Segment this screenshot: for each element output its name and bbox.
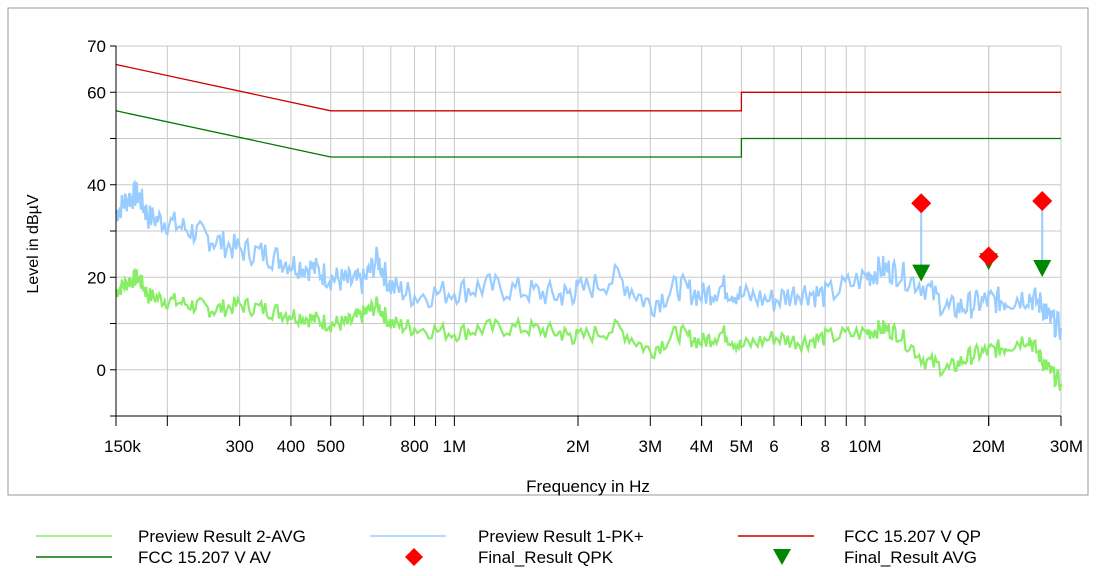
legend-swatch-diamond — [405, 548, 423, 566]
axes — [110, 45, 1062, 426]
final-qpk-marker — [911, 193, 932, 214]
legend: Preview Result 2-AVG Preview Result 1-PK+… — [36, 527, 981, 567]
legend-label: Final_Result AVG — [844, 548, 977, 567]
x-tick-label: 5M — [730, 437, 754, 456]
grid — [115, 45, 1062, 417]
series-fcc-15-207-v-av — [115, 110, 1061, 158]
x-tick-label: 300 — [225, 437, 253, 456]
x-tick-label: 4M — [690, 437, 714, 456]
x-axis-label: Frequency in Hz — [526, 477, 650, 496]
legend-label: Final_Result QPK — [478, 548, 614, 567]
x-tick-label: 10M — [849, 437, 882, 456]
x-tick-label: 6 — [769, 437, 778, 456]
x-tick-label: 30M — [1050, 437, 1083, 456]
x-tick-label: 2M — [566, 437, 590, 456]
legend-label: Preview Result 1-PK+ — [478, 527, 644, 546]
final-avg-marker — [912, 264, 931, 282]
legend-label: FCC 15.207 V AV — [138, 548, 272, 567]
y-tick-label: 60 — [87, 83, 106, 102]
tick-labels: 0 20 40 60 70 150k 300 400 500 800 1M 2M 3M 4M 5M 6 8 10M… — [87, 37, 1083, 456]
x-tick-label: 8 — [821, 437, 830, 456]
final-qpk-marker — [978, 246, 999, 267]
y-tick-label: 40 — [87, 176, 106, 195]
markers-layer — [911, 190, 1053, 282]
series-preview-result-2-avg — [114, 267, 1063, 392]
y-tick-label: 0 — [97, 361, 106, 380]
final-qpk-marker — [1032, 190, 1053, 211]
x-tick-label: 400 — [277, 437, 305, 456]
final-avg-marker — [1033, 260, 1052, 277]
y-axis-label: Level in dBµV — [25, 194, 42, 293]
series-layer — [114, 63, 1063, 392]
chart-frame — [7, 7, 1089, 496]
x-tick-label: 3M — [639, 437, 663, 456]
series-fcc-15-207-v-qp — [115, 63, 1061, 112]
y-tick-label: 20 — [87, 268, 106, 287]
x-tick-label: 1M — [443, 437, 467, 456]
x-tick-label: 500 — [317, 437, 345, 456]
y-tick-label: 70 — [87, 37, 106, 56]
legend-label: Preview Result 2-AVG — [138, 527, 306, 546]
series-preview-result-1-pk- — [114, 179, 1063, 340]
x-tick-label: 800 — [400, 437, 428, 456]
legend-label: FCC 15.207 V QP — [844, 527, 981, 546]
x-tick-label: 150k — [104, 437, 141, 456]
legend-swatch-triangle — [773, 549, 791, 565]
x-tick-label: 20M — [972, 437, 1005, 456]
